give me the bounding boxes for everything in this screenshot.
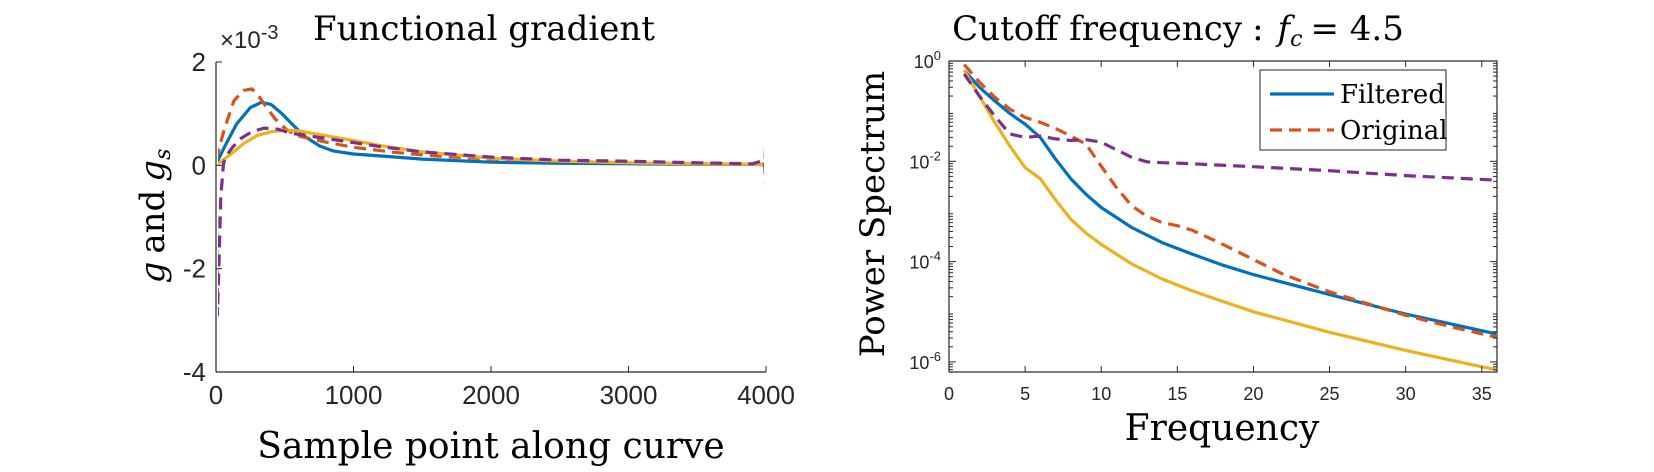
y-axis-label: Power Spectrum [853,71,893,358]
y-tick-label: -4 [183,357,206,387]
series-line-1 [963,69,1496,336]
x-ticks: 0 5 10 15 20 25 30 35 [944,61,1492,404]
chart-title: Functional gradient [313,9,655,49]
legend-label: Original [1340,116,1448,146]
series-line-3 [962,69,1496,372]
series-layer [962,63,1496,372]
x-tick-label: 3000 [600,380,658,410]
functional-gradient-chart: Functional gradient ×10-3 0 1000 2000 3000 4… [133,9,795,467]
power-spectrum-chart: Cutoff frequency: fc = 4.5 0 5 10 15 20 25 30 35 … [853,9,1498,449]
x-tick-label: 15 [1167,384,1187,404]
y-tick-label: 10-6 [909,349,941,373]
y-tick-label: 10-2 [909,148,941,172]
x-tick-label: 4000 [737,380,795,410]
x-tick-label: 30 [1396,384,1416,404]
plot-area: 0 1000 2000 3000 4000 -4 -2 0 2 [183,47,795,410]
x-tick-label: 0 [209,380,223,410]
x-tick-label: 2000 [462,380,520,410]
y-tick-label: 2 [192,47,206,77]
x-axis-label: Frequency [1125,408,1320,449]
y-tick-label: 100 [914,48,941,72]
series-line-4 [962,73,1496,182]
series-line-4 [218,126,764,317]
y-exponent-label: ×10-3 [220,22,279,54]
x-tick-label: 1000 [325,380,383,410]
legend-box [1259,69,1447,151]
y-tick-label: -2 [183,254,206,284]
series-layer [218,87,764,317]
x-tick-label: 25 [1320,384,1340,404]
x-ticks: 0 1000 2000 3000 4000 [209,366,795,410]
x-tick-label: 20 [1243,384,1263,404]
legend: Filtered Original [1259,69,1448,151]
x-tick-label: 35 [1472,384,1492,404]
x-axis-label: Sample point along curve [257,426,724,467]
x-tick-label: 0 [944,384,954,404]
series-line-2 [962,63,1496,339]
x-tick-label: 5 [1020,384,1030,404]
legend-label: Filtered [1340,80,1445,110]
chart-title: Cutoff frequency: fc = 4.5 [952,9,1404,52]
y-tick-label: 0 [192,150,206,180]
y-ticks: 10-6 10-4 10-2 100 [909,48,1497,373]
x-tick-label: 10 [1091,384,1111,404]
y-axis-label: gandgs [133,149,176,284]
y-tick-label: 10-4 [909,249,941,273]
plot-area: 0 5 10 15 20 25 30 35 10-6 10-4 10-2 100 Filtered O… [909,48,1498,404]
y-ticks: -4 -2 0 2 [183,47,222,387]
